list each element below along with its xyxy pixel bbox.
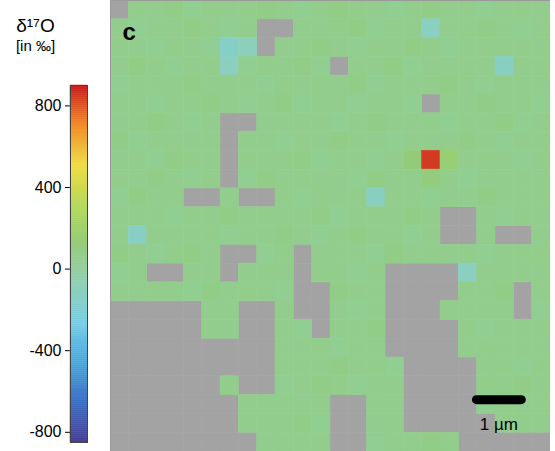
svg-text:-400: -400 [29,342,61,359]
svg-text:800: 800 [35,97,62,114]
svg-text:c: c [123,18,136,45]
svg-text:[in ‰]: [in ‰] [16,37,55,54]
svg-text:0: 0 [53,260,62,277]
svg-text:-800: -800 [29,423,61,440]
svg-text:1 µm: 1 µm [480,415,518,434]
svg-text:δ¹⁷O: δ¹⁷O [16,15,55,36]
svg-text:400: 400 [35,179,62,196]
